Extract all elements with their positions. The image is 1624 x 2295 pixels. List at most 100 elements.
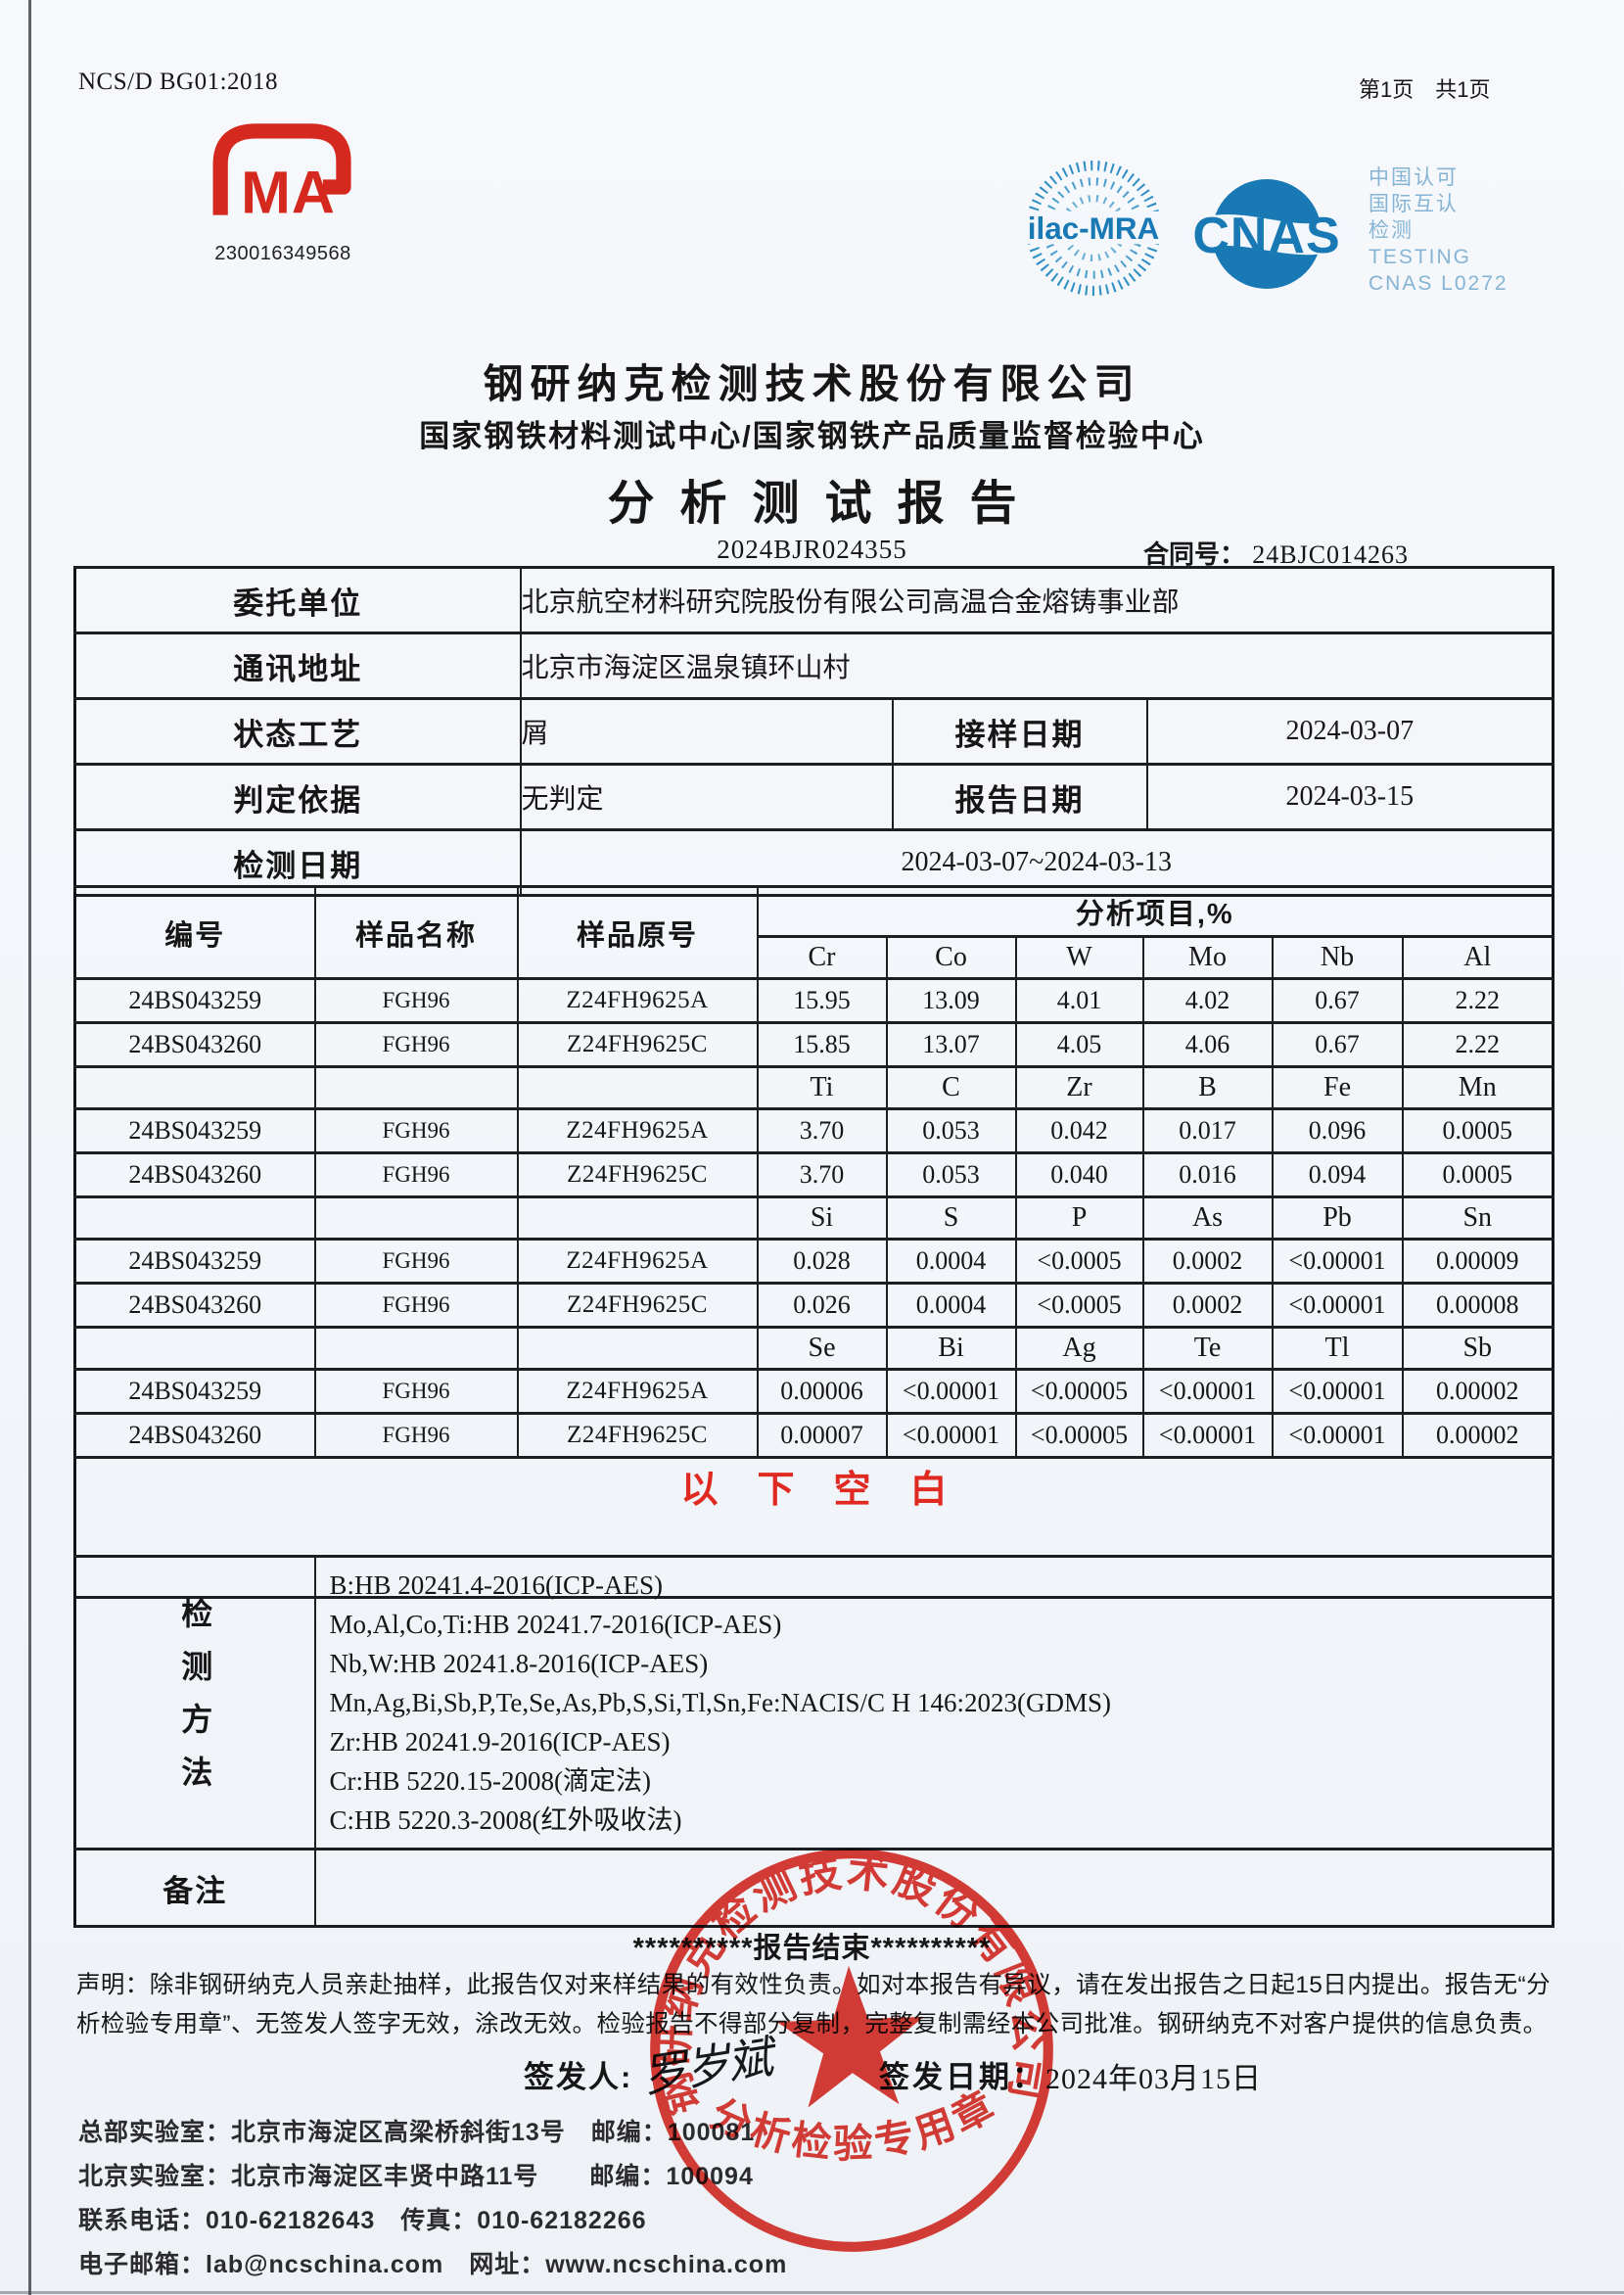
analysis-value: 4.02 — [1141, 977, 1274, 1024]
method-line: C:HB 5220.3-2008(红外吸收法) — [329, 1805, 682, 1835]
analysis-value: 0.0004 — [885, 1282, 1017, 1329]
element-symbol: Ti — [756, 1065, 888, 1110]
sample-data-row: 24BS043260 FGH96 Z24FH9625C 3.70 0.053 0.040 0… — [73, 1151, 1554, 1198]
judge-value: 无判定 — [519, 763, 894, 831]
sample-name: FGH96 — [313, 1238, 519, 1285]
sample-original-number: Z24FH9625A — [516, 1238, 759, 1285]
receive-date-label: 接样日期 — [891, 697, 1148, 766]
cma-certificate-number: 230016349568 — [214, 243, 351, 264]
analysis-value: 0.017 — [1141, 1107, 1274, 1154]
sample-data-row: 24BS043259 FGH96 Z24FH9625A 0.028 0.0004 <0.0… — [73, 1238, 1554, 1285]
remark-value — [313, 1848, 1554, 1928]
address-value: 北京市海淀区温泉镇环山村 — [519, 632, 1554, 700]
sample-data-row: 24BS043259 FGH96 Z24FH9625A 15.95 13.09 4.01 4… — [73, 977, 1554, 1024]
empty-cell — [73, 1326, 316, 1371]
analysis-value: 4.01 — [1014, 977, 1144, 1024]
element-symbol: Co — [885, 935, 1017, 980]
judge-label: 判定依据 — [73, 763, 522, 831]
info-row-client: 委托单位 北京航空材料研究院股份有限公司高温合金熔铸事业部 — [73, 566, 1554, 634]
analysis-value: 0.042 — [1014, 1107, 1144, 1154]
element-symbol: Te — [1141, 1326, 1274, 1371]
empty-cell — [313, 1065, 519, 1110]
analysis-value: <0.00001 — [885, 1368, 1017, 1415]
analysis-value: 3.70 — [756, 1107, 888, 1154]
methods-lines: B:HB 20241.4-2016(ICP-AES) Mo,Al,Co,Ti:HB… — [329, 1566, 1552, 1840]
analysis-table: 编号 样品名称 样品原号 分析项目,% Cr Co W Mo Nb Al 24BS043259 FGH… — [73, 885, 1554, 1599]
contract-label: 合同号： — [1143, 539, 1246, 569]
element-symbol: Bi — [885, 1326, 1017, 1371]
info-table: 委托单位 北京航空材料研究院股份有限公司高温合金熔铸事业部 通讯地址 北京市海淀… — [73, 566, 1555, 897]
element-symbol: Nb — [1271, 935, 1404, 980]
analysis-value: 0.0002 — [1141, 1238, 1274, 1285]
info-row-state: 状态工艺 屑 接样日期 2024-03-07 — [73, 697, 1554, 766]
analysis-value: 4.06 — [1141, 1021, 1274, 1068]
footer-line: 北京实验室：北京市海淀区丰贤中路11号 邮编：100094 — [78, 2163, 754, 2190]
footer-contact: 总部实验室：北京市海淀区高梁桥斜街13号 邮编：100081 北京实验室：北京市海… — [78, 2111, 787, 2287]
element-symbol: Sb — [1401, 1326, 1554, 1371]
method-line: Cr:HB 5220.15-2008(滴定法) — [329, 1766, 651, 1796]
accreditation-line: 国际互认 — [1369, 193, 1459, 215]
accreditation-text: 中国认可 国际互认 检测 TESTING CNAS L0272 — [1369, 164, 1508, 297]
analysis-value: 0.00009 — [1401, 1238, 1554, 1285]
report-date-value: 2024-03-15 — [1145, 763, 1554, 831]
empty-cell — [313, 1195, 519, 1241]
element-symbol: S — [885, 1195, 1017, 1241]
element-symbol: Mo — [1141, 935, 1274, 980]
analysis-table-body: 编号 样品名称 样品原号 分析项目,% Cr Co W Mo Nb Al 24BS043259 FGH… — [73, 885, 1554, 1599]
seal-ring — [650, 1849, 1053, 2252]
analysis-value: 0.00002 — [1401, 1368, 1554, 1415]
element-symbol: P — [1014, 1195, 1144, 1241]
info-row-judge: 判定依据 无判定 报告日期 2024-03-15 — [73, 763, 1554, 831]
sample-original-number: Z24FH9625C — [516, 1021, 759, 1068]
empty-cell — [73, 1065, 316, 1110]
sample-original-number: Z24FH9625A — [516, 977, 759, 1024]
company-seal: 钢研纳克检测技术股份有限公司 分析检验专用章 — [643, 1841, 1055, 2252]
analysis-value: 15.85 — [756, 1021, 888, 1068]
state-label: 状态工艺 — [73, 697, 522, 766]
sample-name: FGH96 — [313, 1021, 519, 1068]
sample-id: 24BS043260 — [73, 1151, 316, 1198]
analysis-value: 0.053 — [885, 1151, 1017, 1198]
analysis-value: 0.00006 — [756, 1368, 888, 1415]
empty-cell — [313, 1326, 519, 1371]
seal-star-icon — [776, 1965, 925, 2108]
analysis-value: 0.00002 — [1401, 1412, 1554, 1459]
empty-cell — [516, 1065, 759, 1110]
scan-edge-left — [28, 0, 31, 2295]
element-header-row: Ti C Zr B Fe Mn — [73, 1065, 1554, 1110]
column-header: 样品原号 — [516, 885, 759, 980]
element-symbol: Ag — [1014, 1326, 1144, 1371]
sample-data-row: 24BS043260 FGH96 Z24FH9625C 0.00007 <0.00001… — [73, 1412, 1554, 1459]
seal-bottom-text: 分析检验专用章 — [703, 2081, 1005, 2172]
analysis-value: <0.00001 — [1271, 1368, 1404, 1415]
sample-name: FGH96 — [313, 1282, 519, 1329]
analysis-value: 0.040 — [1014, 1151, 1144, 1198]
state-value: 屑 — [519, 697, 894, 766]
address-label: 通讯地址 — [73, 632, 522, 700]
accreditation-line: 检测 — [1369, 219, 1414, 242]
element-header-row: Se Bi Ag Te Tl Sb — [73, 1326, 1554, 1371]
sample-data-row: 24BS043259 FGH96 Z24FH9625A 0.00006 <0.00001… — [73, 1368, 1554, 1415]
footer-line: 联系电话：010-62182643 传真：010-62182266 — [78, 2207, 647, 2234]
remark-row: 备注 — [73, 1848, 1554, 1928]
sample-name: FGH96 — [313, 1107, 519, 1154]
sample-id: 24BS043260 — [73, 1412, 316, 1459]
methods-label: 检测方法 — [177, 1597, 213, 1808]
accreditation-line: CNAS L0272 — [1369, 272, 1508, 295]
cnas-logo: CNAS — [1175, 179, 1361, 289]
footer-line: 电子邮箱：lab@ncschina.com 网址：www.ncschina.co… — [78, 2251, 788, 2278]
cma-arch-shape — [212, 123, 351, 215]
sample-name: FGH96 — [313, 1368, 519, 1415]
sample-name: FGH96 — [313, 1151, 519, 1198]
accreditation-line: 中国认可 — [1369, 166, 1459, 189]
element-symbol: Tl — [1271, 1326, 1404, 1371]
analysis-value: 0.00007 — [756, 1412, 888, 1459]
analysis-value: <0.0005 — [1014, 1282, 1144, 1329]
items-header: 分析项目,% — [756, 885, 1554, 938]
analysis-value: <0.00001 — [1271, 1412, 1404, 1459]
analysis-value: 0.096 — [1271, 1107, 1404, 1154]
element-header-row: Si S P As Pb Sn — [73, 1195, 1554, 1241]
analysis-value: 0.026 — [756, 1282, 888, 1329]
sample-id: 24BS043259 — [73, 1368, 316, 1415]
analysis-value: 3.70 — [756, 1151, 888, 1198]
